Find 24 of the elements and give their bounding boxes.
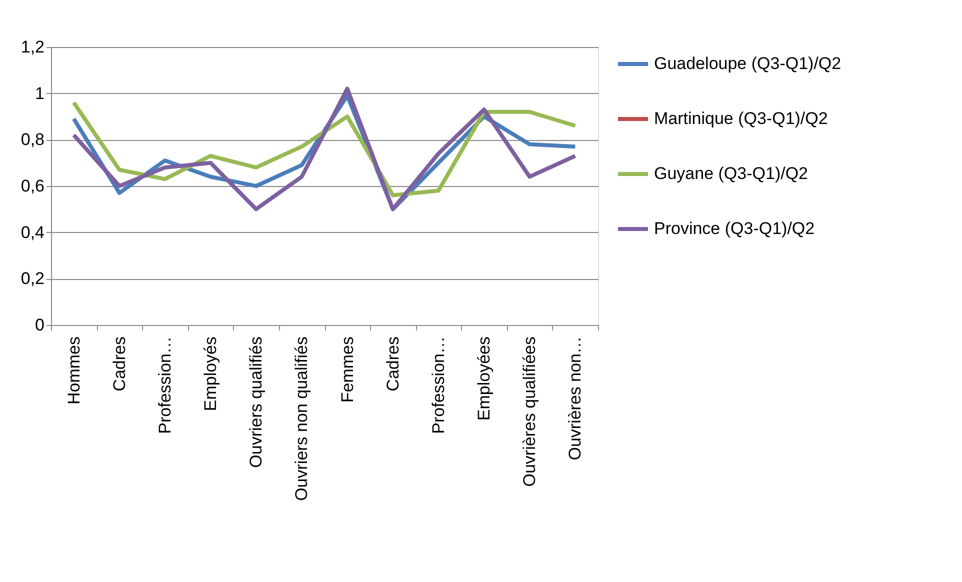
x-tick-label: Ouvriers qualifiés (246, 336, 266, 468)
x-tick-label: Profession… (428, 336, 448, 434)
line-series (72, 100, 578, 198)
x-tick-label: Ouvriers non qualifiés (292, 336, 312, 501)
y-tick-label: 0,2 (20, 269, 44, 288)
y-tick-label: 1 (35, 84, 44, 103)
legend-label: Province (Q3-Q1)/Q2 (654, 219, 815, 238)
x-tick-label: Femmes (338, 336, 357, 403)
y-tick-label: 1,2 (20, 38, 44, 56)
y-tick-label: 0,6 (20, 176, 44, 196)
x-tick-label: Employés (201, 336, 220, 412)
y-tick-label: 0 (35, 316, 44, 334)
legend-label: Guadeloupe (Q3-Q1)/Q2 (654, 54, 842, 73)
legend-label: Martinique (Q3-Q1)/Q2 (654, 109, 828, 128)
x-tick-label: Employées (474, 336, 494, 421)
x-tick-label: Cadres (383, 336, 402, 392)
x-tick-label: Profession… (155, 336, 174, 434)
y-tick-label: 0,4 (20, 222, 44, 242)
legend-label: Guyane (Q3-Q1)/Q2 (654, 164, 808, 183)
x-tick-label: Ouvrières qualifiées (520, 336, 540, 487)
x-tick-label: Cadres (110, 336, 129, 392)
x-tick-label: Ouvrières non… (566, 336, 585, 460)
y-tick-label: 0,8 (20, 130, 44, 150)
x-tick-label: Hommes (64, 336, 84, 405)
